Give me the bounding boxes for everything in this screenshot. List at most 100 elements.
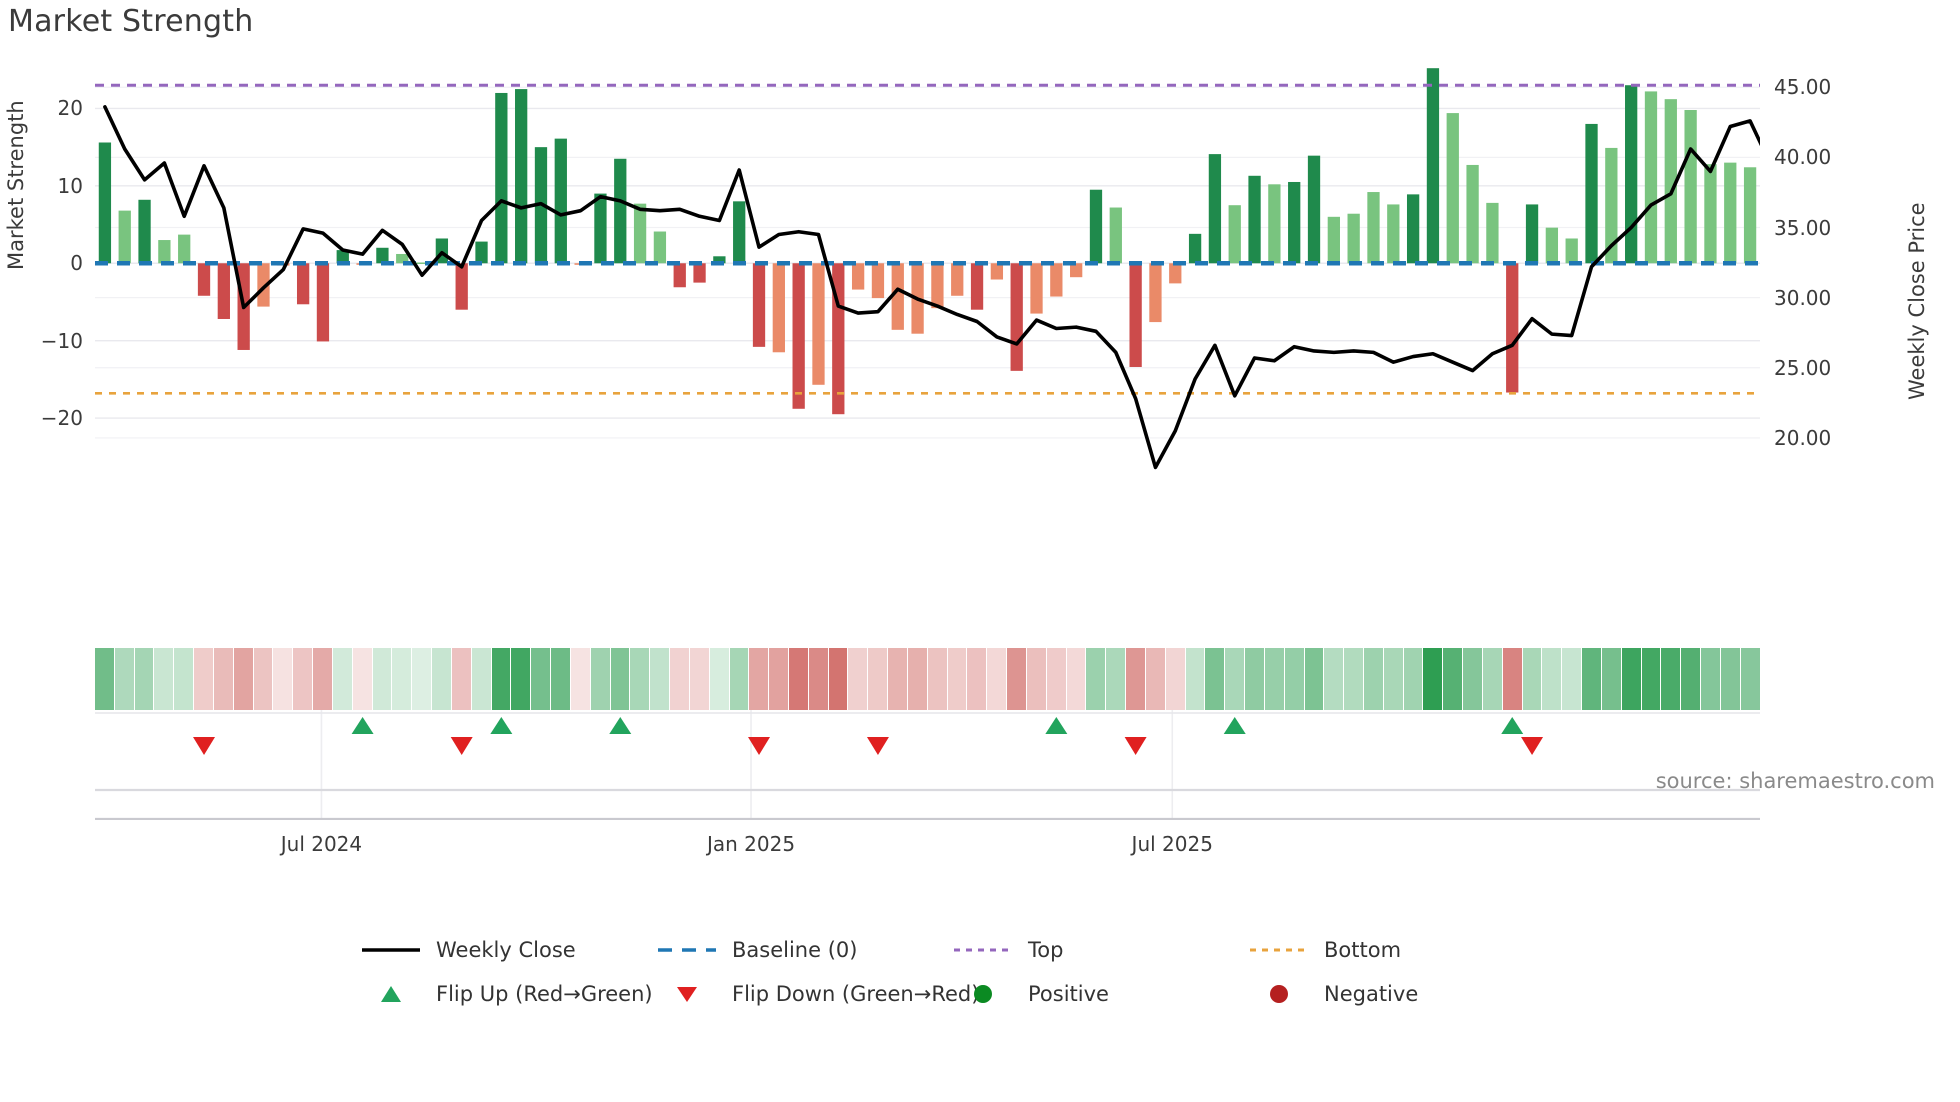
strength-bar xyxy=(1050,263,1063,297)
y-tick-right: 45.00 xyxy=(1774,75,1832,100)
strength-bar xyxy=(475,241,488,264)
heat-cell xyxy=(947,648,967,710)
y-tick-left: 10 xyxy=(57,173,83,198)
heat-cell xyxy=(1126,648,1145,710)
strength-bar xyxy=(158,240,171,264)
strength-bar xyxy=(217,263,230,319)
heat-cell xyxy=(1026,648,1046,710)
legend-row-primary: Weekly Close Baseline (0) Top Bottom xyxy=(360,928,1680,972)
source-attribution: source: sharemaestro.com xyxy=(1655,769,1935,793)
strength-bar xyxy=(1010,263,1023,371)
heat-cell xyxy=(1007,648,1026,710)
legend-item[interactable]: Weekly Close xyxy=(360,938,656,962)
strength-bar xyxy=(1585,123,1598,264)
strength-bar xyxy=(1228,205,1241,264)
heat-cell xyxy=(174,648,194,710)
legend-item[interactable]: Bottom xyxy=(1248,938,1544,962)
flip-down-marker xyxy=(1124,737,1147,755)
heat-cell xyxy=(1225,648,1245,710)
y-tick-left: 20 xyxy=(57,96,83,121)
heat-cell xyxy=(828,648,848,710)
strength-bar xyxy=(415,262,429,264)
strength-bar xyxy=(1070,263,1083,278)
strength-bar xyxy=(1089,189,1103,264)
flip-up-marker xyxy=(1045,717,1068,734)
strength-bar xyxy=(1704,164,1717,264)
heat-cell xyxy=(412,648,432,710)
strength-bar xyxy=(336,250,349,264)
heat-cell xyxy=(709,648,729,710)
legend-item[interactable]: Positive xyxy=(952,982,1248,1006)
strength-bar xyxy=(455,263,468,310)
flip-up-marker xyxy=(1501,717,1524,734)
strength-bar xyxy=(812,263,825,385)
heat-cell xyxy=(1582,648,1601,710)
strength-bar xyxy=(257,263,270,307)
heat-cell xyxy=(1423,648,1443,710)
strength-bar xyxy=(1327,216,1340,264)
heat-cell xyxy=(808,648,828,710)
legend-label: Flip Down (Green→Red) xyxy=(732,982,980,1006)
heat-cell xyxy=(332,648,352,710)
legend-label: Flip Up (Red→Green) xyxy=(436,982,653,1006)
strength-bar xyxy=(515,89,528,264)
strength-bar xyxy=(1248,175,1261,264)
heat-cell xyxy=(1145,648,1165,710)
strength-bar xyxy=(98,142,112,264)
heat-cell xyxy=(273,648,293,710)
heat-cell xyxy=(1304,648,1324,710)
heat-cell xyxy=(927,648,947,710)
legend-item[interactable]: Flip Up (Red→Green) xyxy=(360,982,656,1006)
strength-bar xyxy=(653,231,667,264)
legend-label: Negative xyxy=(1324,982,1419,1006)
strength-bar xyxy=(951,263,964,296)
heat-cell xyxy=(1344,648,1363,710)
legend-item[interactable]: Baseline (0) xyxy=(656,938,952,962)
y-axis-left-title: Market Strength xyxy=(4,100,28,270)
heat-cell xyxy=(531,648,551,710)
dotted-line-icon xyxy=(952,939,1014,961)
heat-cell xyxy=(1701,648,1720,710)
strength-bar xyxy=(1684,109,1697,264)
strength-bar xyxy=(1406,194,1420,264)
heat-cell xyxy=(293,648,313,710)
triangle-up-icon xyxy=(360,983,422,1005)
strength-bar xyxy=(990,263,1004,280)
weekly-close-line xyxy=(103,105,1760,470)
flip-down-marker xyxy=(1521,737,1544,755)
heat-cell xyxy=(491,648,511,710)
strength-bar xyxy=(633,203,647,264)
flip-up-marker xyxy=(351,717,374,734)
heat-cell xyxy=(471,648,491,710)
strength-bar xyxy=(931,263,944,309)
heat-cell xyxy=(967,648,987,710)
heat-cell xyxy=(1601,648,1621,710)
heat-cell xyxy=(630,648,650,710)
y-tick-left: −20 xyxy=(40,406,83,431)
y-tick-left: 0 xyxy=(70,251,83,276)
heat-cell xyxy=(1245,648,1264,710)
plot-svg xyxy=(95,68,1760,470)
strength-bar xyxy=(1446,113,1459,264)
heat-cell xyxy=(253,648,273,710)
legend-label: Top xyxy=(1028,938,1064,962)
heat-cell xyxy=(1066,648,1086,710)
heat-cell xyxy=(511,648,531,710)
legend-item[interactable]: Flip Down (Green→Red) xyxy=(656,982,979,1006)
strength-bar xyxy=(1030,263,1043,314)
heat-cell xyxy=(888,648,907,710)
strength-bar xyxy=(792,263,805,409)
y-tick-left: −10 xyxy=(40,328,83,353)
x-tick-label: Jul 2025 xyxy=(1131,832,1213,856)
strength-bar xyxy=(1268,184,1281,264)
strength-bar xyxy=(1545,227,1559,264)
strength-bar xyxy=(376,247,389,264)
strength-bar xyxy=(1506,263,1519,393)
strength-bar xyxy=(891,263,904,330)
strength-bar xyxy=(1307,155,1321,264)
strength-bar xyxy=(1347,213,1360,264)
strength-bar xyxy=(1426,68,1440,264)
legend-item[interactable]: Negative xyxy=(1248,982,1544,1006)
legend-item[interactable]: Top xyxy=(952,938,1248,962)
heat-cell xyxy=(1086,648,1106,710)
